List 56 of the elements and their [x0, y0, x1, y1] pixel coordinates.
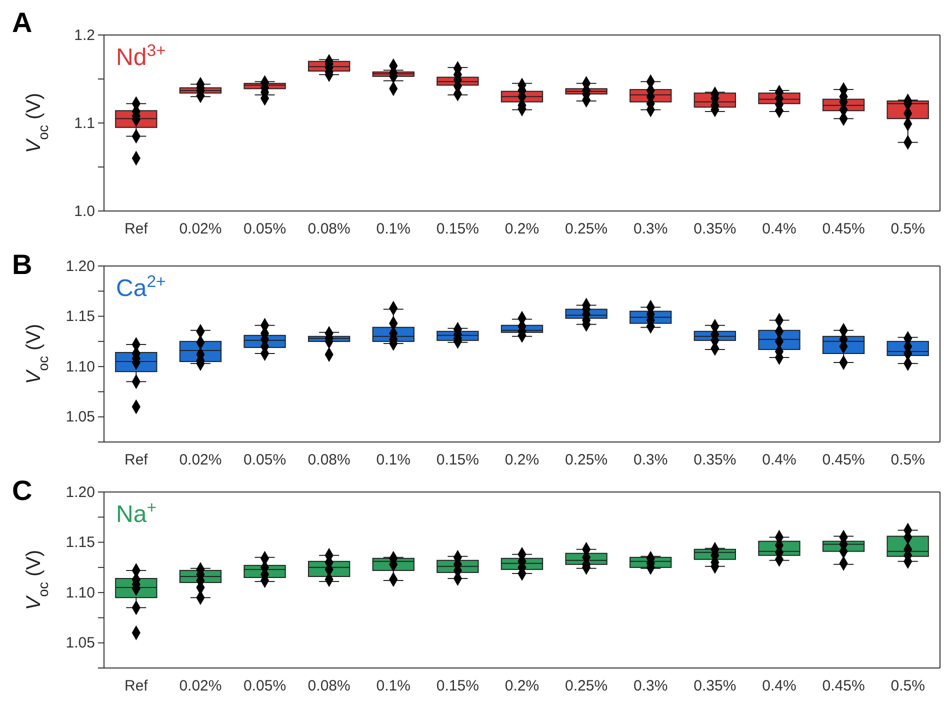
x-tick-label: 0.2%: [504, 678, 540, 695]
text: Na$^{+}$: [116, 498, 156, 528]
x-tick-label: Ref: [124, 220, 149, 238]
x-tick-label: 0.1%: [376, 678, 410, 695]
y-tick-label: 1.10: [66, 358, 95, 376]
x-tick-label: 0.4%: [762, 220, 796, 238]
y-tick-label: 1.20: [66, 258, 95, 275]
x-tick-label: 0.25%: [565, 220, 608, 238]
x-tick-label: 0.02%: [179, 678, 222, 695]
x-tick-label: 0.02%: [179, 452, 222, 469]
x-tick-label: 0.5%: [890, 452, 925, 469]
y-tick-label: 1.2: [74, 26, 95, 44]
x-tick-label: 0.45%: [822, 220, 865, 238]
y-tick-label: 1.05: [66, 634, 95, 652]
y-tick-label: 1.1: [74, 114, 95, 132]
x-tick-label: 0.4%: [762, 452, 796, 469]
x-tick-label: 0.45%: [822, 678, 865, 695]
x-tick-label: Ref: [124, 678, 149, 695]
chart-title: A: [12, 7, 32, 38]
y-tick-label: 1.10: [66, 584, 95, 602]
x-tick-label: 0.08%: [308, 452, 350, 469]
x-tick-label: 0.35%: [694, 220, 736, 238]
x-tick-label: 0.15%: [436, 678, 479, 695]
x-tick-label: 0.2%: [504, 452, 540, 469]
x-tick-label: 0.1%: [376, 220, 410, 238]
x-tick-label: 0.05%: [243, 452, 286, 469]
series-label: Nd$^{3+}$: [116, 40, 166, 71]
y-tick-label: 1.20: [66, 484, 95, 501]
x-tick-label: 0.5%: [890, 678, 925, 695]
x-tick-label: 0.08%: [308, 678, 350, 695]
x-tick-label: 0.02%: [179, 220, 222, 238]
series-label: Ca$^{2+}$: [116, 272, 166, 302]
chart-title: B: [12, 249, 32, 280]
x-tick-label: 0.25%: [565, 678, 608, 695]
x-tick-label: 0.05%: [243, 220, 286, 238]
y-tick-label: 1.15: [66, 534, 95, 552]
x-tick-label: 0.35%: [694, 678, 736, 695]
y-tick-label: 1.05: [66, 408, 95, 426]
x-tick-label: 0.08%: [308, 220, 350, 238]
x-tick-label: 0.1%: [376, 452, 410, 469]
chart-title: C: [12, 475, 32, 506]
y-tick-label: 1.0: [74, 202, 95, 220]
x-tick-label: 0.4%: [762, 678, 796, 695]
x-tick-label: 0.3%: [634, 452, 668, 469]
x-tick-label: 0.2%: [504, 220, 540, 238]
x-tick-label: 0.5%: [890, 220, 925, 238]
x-tick-label: 0.25%: [565, 452, 608, 469]
x-tick-label: 0.15%: [436, 452, 479, 469]
x-tick-label: 0.3%: [634, 678, 668, 695]
x-tick-label: 0.45%: [822, 452, 865, 469]
x-tick-label: 0.05%: [243, 678, 286, 695]
x-tick-label: Ref: [124, 452, 149, 469]
x-tick-label: 0.15%: [436, 220, 479, 238]
y-tick-label: 1.15: [66, 308, 95, 326]
x-tick-label: 0.35%: [694, 452, 736, 469]
x-tick-label: 0.3%: [634, 220, 668, 238]
